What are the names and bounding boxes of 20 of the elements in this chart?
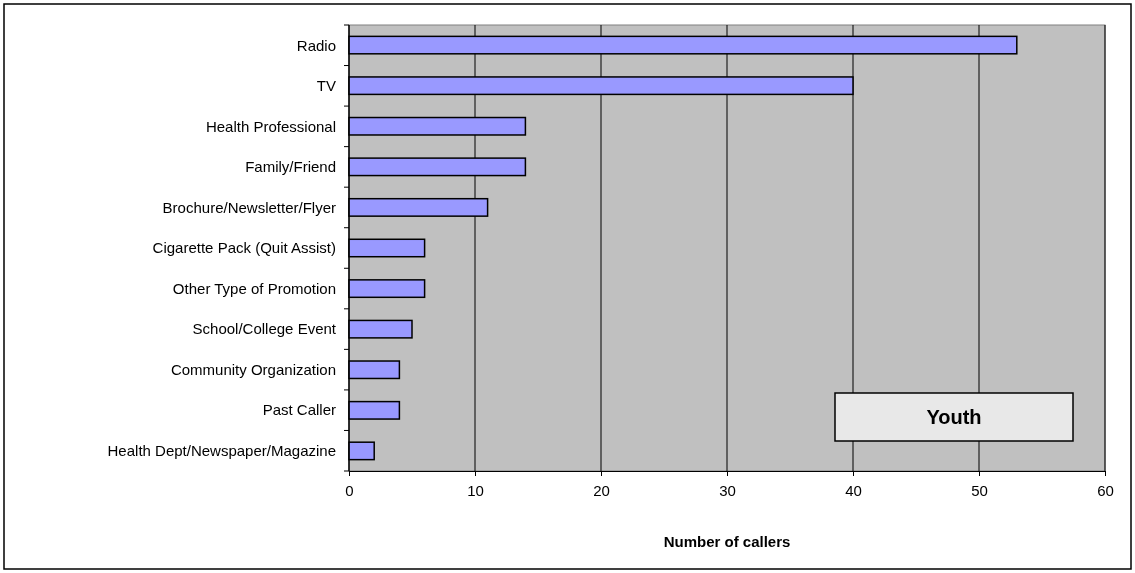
y-tick-label: Radio bbox=[296, 36, 336, 54]
x-tick-label: 10 bbox=[467, 481, 484, 499]
x-tick-label: 40 bbox=[845, 481, 862, 499]
y-tick-label: Health Dept/Newspaper/Magazine bbox=[107, 442, 336, 460]
y-tick-label: Health Professional bbox=[205, 117, 336, 135]
y-tick-label: TV bbox=[316, 77, 336, 95]
x-tick-label: 20 bbox=[593, 481, 610, 499]
x-tick-label: 60 bbox=[1097, 481, 1114, 499]
x-tick-label: 30 bbox=[719, 481, 736, 499]
x-tick-label: 0 bbox=[345, 481, 354, 499]
x-tick-label: 50 bbox=[971, 481, 988, 499]
y-tick-label: Past Caller bbox=[262, 401, 336, 419]
y-tick-label: School/College Event bbox=[192, 320, 337, 338]
x-axis-title: Number of callers bbox=[663, 533, 791, 550]
y-tick-label: Brochure/Newsletter/Flyer bbox=[162, 198, 336, 216]
y-tick-label: Community Organization bbox=[170, 360, 336, 378]
y-tick-label: Other Type of Promotion bbox=[172, 279, 336, 297]
y-tick-label: Family/Friend bbox=[245, 158, 336, 176]
y-tick-label: Cigarette Pack (Quit Assist) bbox=[152, 239, 336, 257]
annotation: Youth bbox=[926, 406, 982, 428]
